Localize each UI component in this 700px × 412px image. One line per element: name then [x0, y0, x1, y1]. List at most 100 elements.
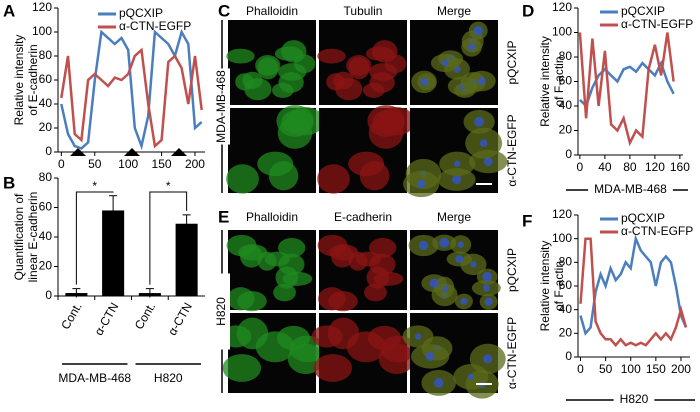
nucleus	[452, 174, 462, 185]
nucleus	[455, 255, 464, 263]
data-line	[579, 237, 688, 348]
x-tick-label: 80	[623, 160, 637, 174]
cell	[369, 72, 395, 93]
nucleus	[433, 378, 444, 388]
row-label: α-CTN-EGFP	[505, 114, 519, 186]
y-tick-label: 40	[559, 98, 573, 112]
cell	[276, 105, 314, 137]
y-tick-label: 100	[32, 24, 52, 38]
column-header: Merge	[437, 4, 471, 18]
x-tick-label: Cont.	[132, 300, 158, 332]
y-axis-label: Relative intensity	[538, 241, 552, 332]
nucleus	[454, 160, 461, 168]
nucleus	[441, 59, 449, 67]
nucleus	[414, 333, 422, 340]
group-label: MDA-MB-468	[214, 70, 228, 143]
nucleus	[482, 284, 490, 292]
row-label: pQCXIP	[505, 248, 519, 292]
x-tick-label: 0	[58, 157, 65, 171]
column-header: Tubulin	[344, 4, 383, 18]
x-tick-label: 150	[646, 362, 666, 376]
row-label: α-CTN-EGFP	[505, 317, 519, 389]
x-tick-label: α-CTN	[92, 300, 122, 338]
nucleus	[477, 77, 486, 85]
y-tick-label: 60	[559, 278, 573, 292]
nucleus	[479, 139, 488, 147]
cell	[278, 238, 306, 258]
y-tick-label: 60	[39, 72, 53, 86]
cell	[226, 48, 255, 64]
significance-mark: *	[166, 179, 171, 193]
error-bar	[145, 288, 154, 298]
y-tick-label: 40	[39, 96, 53, 110]
cell	[317, 234, 348, 257]
panel-letter: C	[218, 1, 230, 20]
y-tick-label: 80	[559, 49, 573, 63]
x-axis-label: H820	[620, 392, 649, 406]
cell	[255, 55, 281, 76]
y-tick-label: 60	[559, 74, 573, 88]
panel-letter: E	[218, 207, 229, 226]
column-header: Phalloidin	[246, 210, 298, 224]
y-axis-label: of F-actin	[552, 261, 566, 311]
cell	[373, 271, 404, 286]
y-axis-label: of E-cadherin	[26, 44, 40, 115]
cell	[237, 291, 267, 312]
legend-label: pQCXIP	[621, 211, 665, 225]
y-tick-label: 80	[39, 170, 53, 184]
y-tick-label: 0	[565, 349, 572, 363]
cell	[222, 354, 262, 382]
y-axis-label: linear E-cadherin	[26, 192, 40, 283]
nucleus	[468, 43, 475, 51]
nucleus	[473, 25, 484, 36]
cell	[317, 164, 350, 194]
column-header: E-cadherin	[334, 210, 392, 224]
x-tick-label: Cont.	[58, 300, 84, 332]
cell	[257, 151, 294, 177]
cell	[317, 48, 346, 64]
panel-letter: A	[3, 1, 15, 20]
legend-label: α-CTN-EGFP	[119, 19, 191, 33]
cell	[369, 238, 397, 258]
legend-label: α-CTN-EGFP	[621, 17, 693, 31]
group-label: MDA-MB-468	[58, 371, 131, 385]
cell	[282, 271, 313, 286]
nucleus	[420, 78, 428, 86]
legend-label: pQCXIP	[119, 6, 163, 20]
legend-label: pQCXIP	[621, 4, 665, 18]
y-tick-label: 20	[559, 326, 573, 340]
nucleus	[457, 241, 464, 248]
nucleus	[470, 261, 477, 268]
y-tick-label: 80	[559, 255, 573, 269]
error-bar	[72, 288, 81, 298]
data-line	[578, 32, 675, 147]
y-axis-label: Quantification of	[12, 193, 26, 280]
cell	[244, 78, 272, 101]
legend-label: α-CTN-EGFP	[621, 224, 693, 238]
y-axis-label: Relative intensity	[12, 35, 26, 126]
y-tick-label: 100	[552, 231, 572, 245]
cell	[311, 325, 343, 348]
nucleus	[483, 354, 493, 364]
x-tick-label: 200	[671, 362, 691, 376]
panel-letter: B	[3, 173, 15, 192]
bar	[102, 210, 125, 296]
cell	[328, 291, 358, 312]
panel-letter: F	[522, 211, 532, 230]
y-axis-label: Relative intensity	[538, 36, 552, 127]
y-tick-label: 40	[39, 229, 53, 243]
nucleus	[429, 278, 439, 288]
nucleus	[425, 351, 435, 361]
error-bar	[182, 214, 191, 233]
y-tick-label: 100	[552, 25, 572, 39]
x-tick-label: 50	[88, 157, 102, 171]
y-tick-label: 0	[45, 144, 52, 158]
y-tick-label: 20	[39, 259, 53, 273]
group-label: H820	[214, 297, 228, 326]
nucleus	[460, 297, 468, 305]
cell	[274, 46, 303, 61]
data-line	[60, 47, 203, 149]
x-tick-label: 120	[645, 160, 665, 174]
cell	[313, 354, 353, 382]
y-tick-label: 120	[552, 0, 572, 14]
